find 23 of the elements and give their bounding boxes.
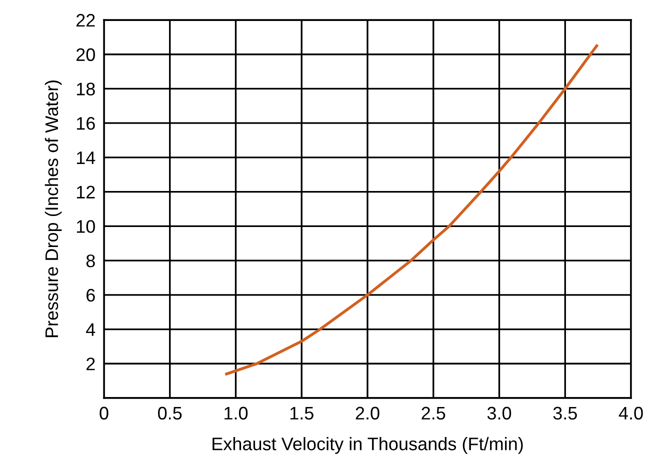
- x-tick-label: 1.5: [290, 406, 314, 420]
- y-tick-label: 6: [86, 288, 95, 302]
- y-tick-label: 12: [76, 186, 95, 198]
- x-tick-label: 2.5: [422, 406, 446, 420]
- y-tick-label: 20: [76, 48, 95, 62]
- y-tick-label: 4: [86, 323, 96, 336]
- y-axis-title: Pressure Drop (Inches of Water): [44, 80, 62, 338]
- x-axis-title: Exhaust Velocity in Thousands (Ft/min): [212, 437, 523, 454]
- x-tick-label: 0.5: [158, 406, 182, 420]
- y-tick-label: 10: [76, 220, 95, 233]
- y-tick-label: 14: [76, 152, 96, 164]
- y-tick-label: 16: [76, 117, 95, 130]
- x-tick-label: 3.0: [487, 406, 512, 420]
- y-tick-label: 2: [86, 358, 95, 370]
- x-tick-label: 3.5: [553, 406, 577, 420]
- y-tick-label: 22: [76, 14, 95, 27]
- y-tick-label: 18: [76, 82, 95, 96]
- line-series: [225, 44, 598, 376]
- x-tick-label: 1.0: [224, 406, 248, 420]
- x-tick-label: 0: [100, 406, 108, 420]
- y-tick-label: 8: [86, 254, 95, 268]
- x-tick-label: 4.0: [618, 406, 643, 420]
- x-tick-label: 2.0: [356, 406, 380, 420]
